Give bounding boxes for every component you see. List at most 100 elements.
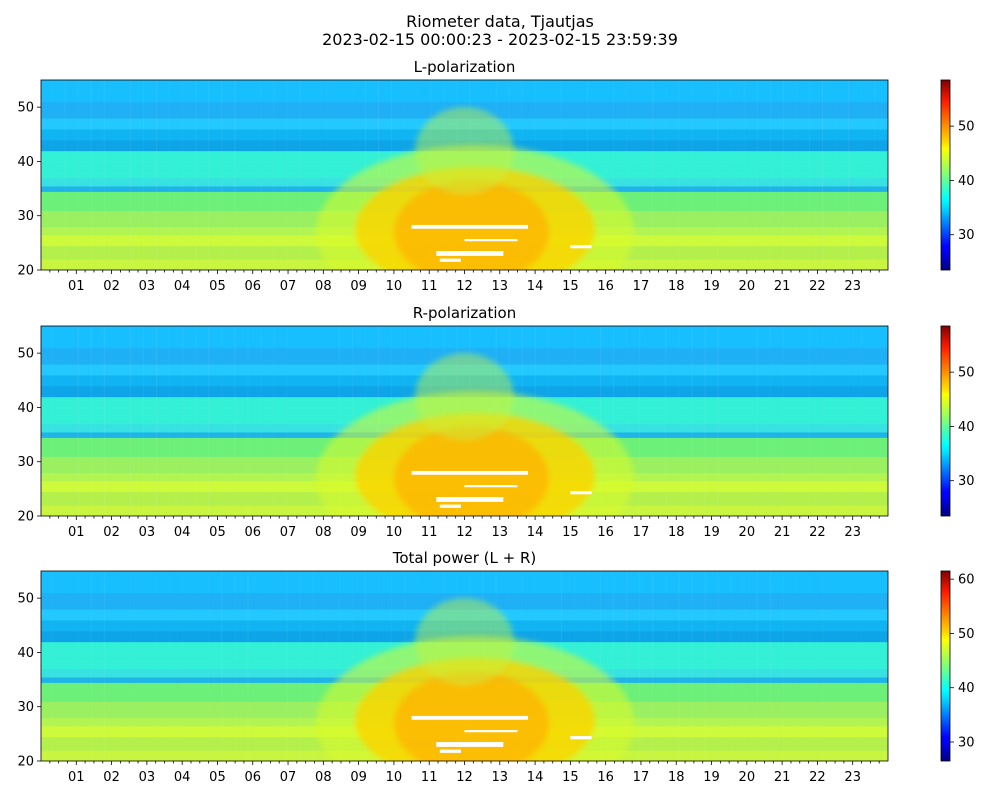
heatmap-streak (247, 326, 249, 516)
heatmap-streak (861, 571, 862, 761)
heatmap-streak (182, 326, 184, 516)
x-tick-label: 11 (421, 525, 438, 540)
heatmap-band (41, 90, 888, 95)
heatmap-streak (704, 326, 706, 516)
daytime-enhancement (316, 107, 634, 270)
x-tick-label: 19 (703, 770, 720, 785)
heatmap-band (41, 573, 888, 578)
heatmap-streak (756, 571, 758, 761)
heatmap-streak (261, 80, 262, 270)
colorbar-tick-label: 40 (958, 420, 975, 435)
figure-subtitle: 2023-02-15 00:00:23 - 2023-02-15 23:59:3… (322, 30, 678, 49)
heatmap-band (41, 571, 888, 575)
heatmap-band (41, 85, 888, 89)
heatmap-streak (835, 326, 836, 516)
x-tick-label: 20 (739, 279, 756, 294)
colorbar-tick-label: 30 (958, 228, 975, 243)
y-tick-label: 20 (17, 755, 34, 770)
heatmap-band (41, 80, 888, 84)
enhancement-core (393, 426, 550, 516)
saturation-gap (464, 239, 518, 242)
heatmap-streak (756, 80, 758, 270)
heatmap-streak (221, 80, 223, 270)
heatmap-streak (744, 80, 745, 270)
x-tick-label: 10 (386, 279, 403, 294)
enhancement-upper (415, 598, 514, 685)
heatmap-streak (691, 80, 693, 270)
x-tick-label: 09 (350, 525, 367, 540)
heatmap-streak (600, 326, 602, 516)
heatmap-streak (782, 80, 784, 270)
x-tick-label: 10 (386, 770, 403, 785)
heatmap-streak (90, 326, 92, 516)
y-tick-label: 30 (17, 700, 34, 715)
heatmap-band (41, 579, 888, 583)
y-tick-label: 40 (17, 401, 34, 416)
x-tick-label: 16 (597, 770, 614, 785)
heatmap-streak (835, 80, 836, 270)
colorbar-tick-label: 50 (958, 627, 975, 642)
saturation-gap (464, 730, 518, 733)
heatmap-streak (861, 326, 862, 516)
x-tick-label: 02 (103, 770, 120, 785)
saturation-gap (570, 736, 592, 740)
heatmap-streak (274, 326, 275, 516)
heatmap-streak (665, 80, 666, 270)
heatmap-streak (782, 571, 784, 761)
panel-title: R-polarization (413, 304, 516, 322)
heatmap-streak (286, 571, 288, 761)
x-tick-label: 06 (244, 770, 261, 785)
heatmap-streak (90, 571, 92, 761)
heatmap-streak (299, 80, 301, 270)
heatmap-streak (796, 80, 797, 270)
figure-title: Riometer data, Tjautjas (406, 12, 594, 31)
heatmap-band (41, 339, 888, 343)
heatmap-band (41, 595, 888, 599)
heatmap-streak (78, 571, 79, 761)
x-tick-label: 04 (174, 279, 191, 294)
heatmap-streak (808, 80, 810, 270)
x-tick-label: 23 (844, 525, 861, 540)
heatmap-streak (769, 571, 771, 761)
x-tick-label: 18 (668, 279, 685, 294)
heatmap-streak (652, 571, 654, 761)
heatmap-streak (221, 571, 223, 761)
saturation-gap (439, 749, 461, 753)
x-tick-label: 18 (668, 770, 685, 785)
heatmap-band (41, 350, 888, 354)
x-tick-label: 03 (139, 525, 156, 540)
enhancement-core (393, 671, 550, 761)
heatmap-streak (639, 571, 641, 761)
x-tick-label: 08 (315, 770, 332, 785)
colorbar-tick-label: 40 (958, 174, 975, 189)
heatmap-streak (208, 80, 210, 270)
heatmap-streak (704, 571, 706, 761)
x-tick-label: 21 (774, 279, 791, 294)
heatmap-streak (130, 571, 131, 761)
colorbar-tick-label: 50 (958, 366, 975, 381)
x-tick-label: 02 (103, 525, 120, 540)
x-tick-label: 13 (492, 525, 509, 540)
y-tick-label: 50 (17, 101, 34, 116)
heatmap-streak (704, 80, 705, 270)
heatmap-streak (626, 571, 628, 761)
x-tick-label: 03 (139, 279, 156, 294)
y-tick-label: 50 (17, 347, 34, 362)
heatmap-streak (65, 326, 66, 516)
x-tick-label: 01 (68, 525, 85, 540)
x-tick-label: 05 (209, 279, 226, 294)
colorbar-tick-label: 60 (958, 573, 975, 588)
x-tick-label: 20 (739, 525, 756, 540)
x-tick-label: 15 (562, 279, 579, 294)
heatmap-streak (822, 571, 823, 761)
heatmap-2 (41, 326, 888, 516)
x-tick-label: 17 (633, 279, 650, 294)
colorbar (940, 79, 951, 271)
x-tick-label: 15 (562, 525, 579, 540)
x-tick-label: 11 (421, 279, 438, 294)
heatmap-streak (247, 571, 249, 761)
heatmap-streak (744, 326, 745, 516)
x-tick-label: 19 (703, 525, 720, 540)
x-tick-label: 04 (174, 525, 191, 540)
heatmap-streak (300, 326, 301, 516)
